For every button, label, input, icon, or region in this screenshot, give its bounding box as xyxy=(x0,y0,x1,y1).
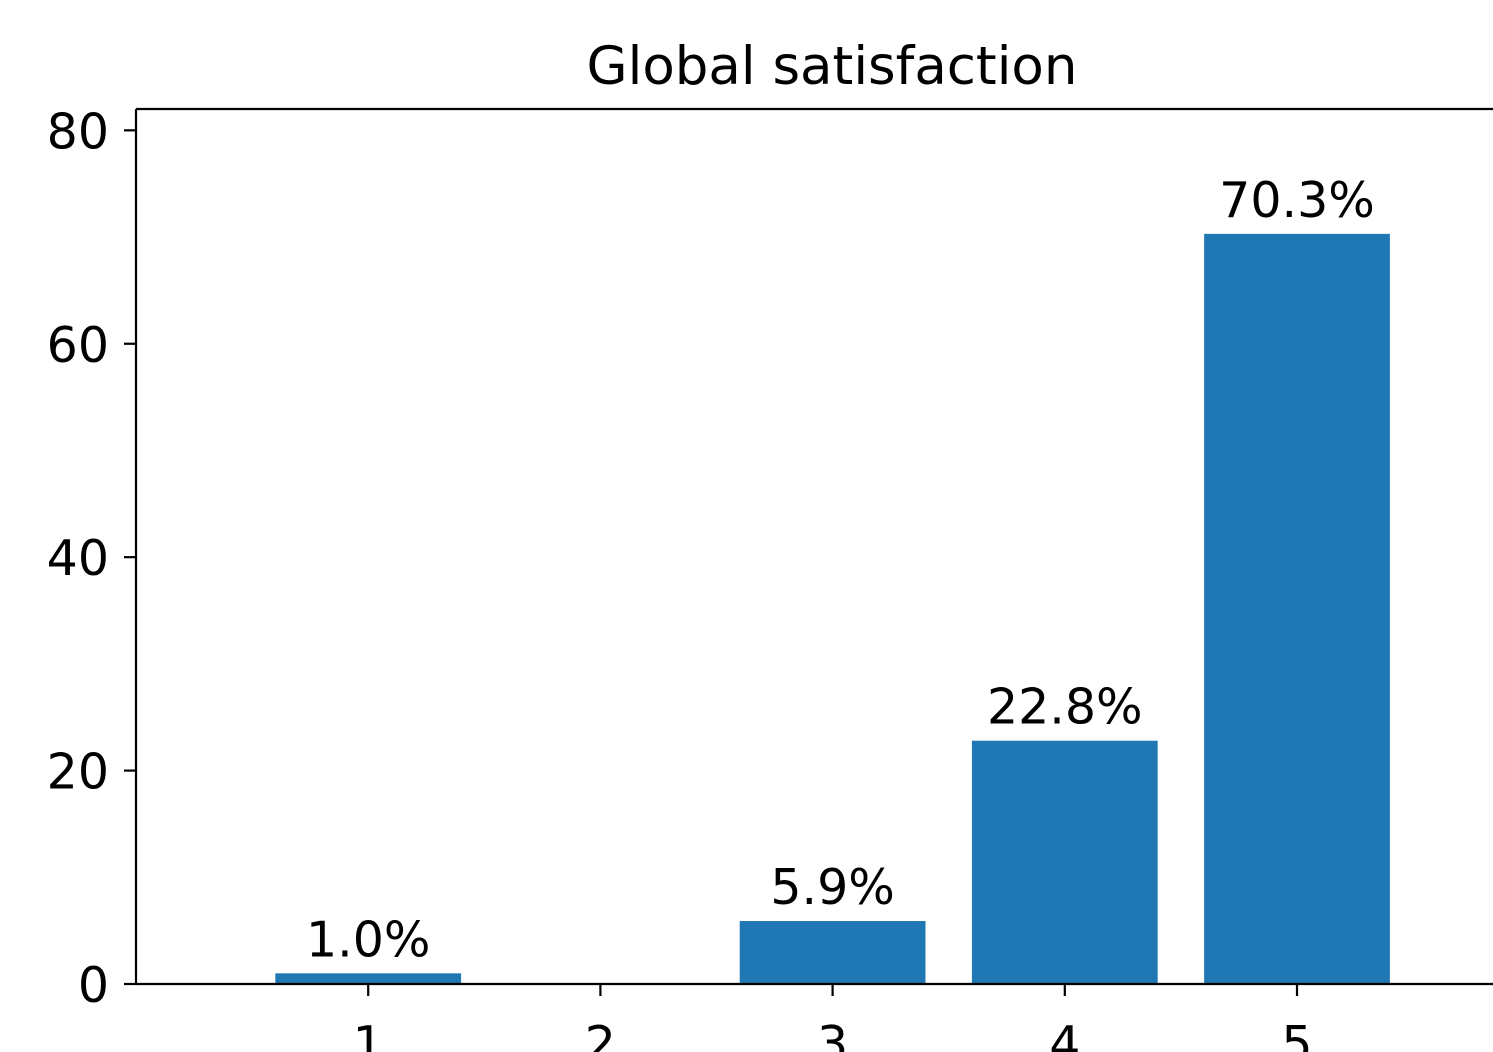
data-label-5: 70.3% xyxy=(1219,172,1375,229)
data-labels: 1.0% 5.9% 22.8% 70.3% xyxy=(306,172,1375,968)
y-tick-label-60: 60 xyxy=(47,317,109,374)
x-tick-label-3: 3 xyxy=(817,1016,848,1052)
data-label-1: 1.0% xyxy=(306,911,431,968)
x-tick-label-4: 4 xyxy=(1049,1016,1080,1052)
bar-4 xyxy=(971,740,1158,984)
bars xyxy=(275,233,1390,985)
bar-5 xyxy=(1204,233,1390,985)
y-tick-label-40: 40 xyxy=(47,530,109,587)
data-label-4: 22.8% xyxy=(987,679,1143,736)
y-tick-label-80: 80 xyxy=(47,103,109,160)
x-tick-label-1: 1 xyxy=(353,1016,384,1052)
x-tick-label-2: 2 xyxy=(585,1016,616,1052)
data-label-3: 5.9% xyxy=(770,859,895,916)
bar-3 xyxy=(739,921,926,984)
y-tick-label-0: 0 xyxy=(78,957,109,1014)
x-axis: 1 2 3 4 5 xyxy=(353,984,1313,1052)
x-tick-label-5: 5 xyxy=(1281,1016,1312,1052)
bar-1 xyxy=(275,973,462,984)
y-axis: 0 20 40 60 80 xyxy=(47,103,136,1014)
chart-title: Global satisfaction xyxy=(587,36,1078,97)
y-tick-label-20: 20 xyxy=(47,744,109,801)
axes-frame xyxy=(134,107,1493,986)
